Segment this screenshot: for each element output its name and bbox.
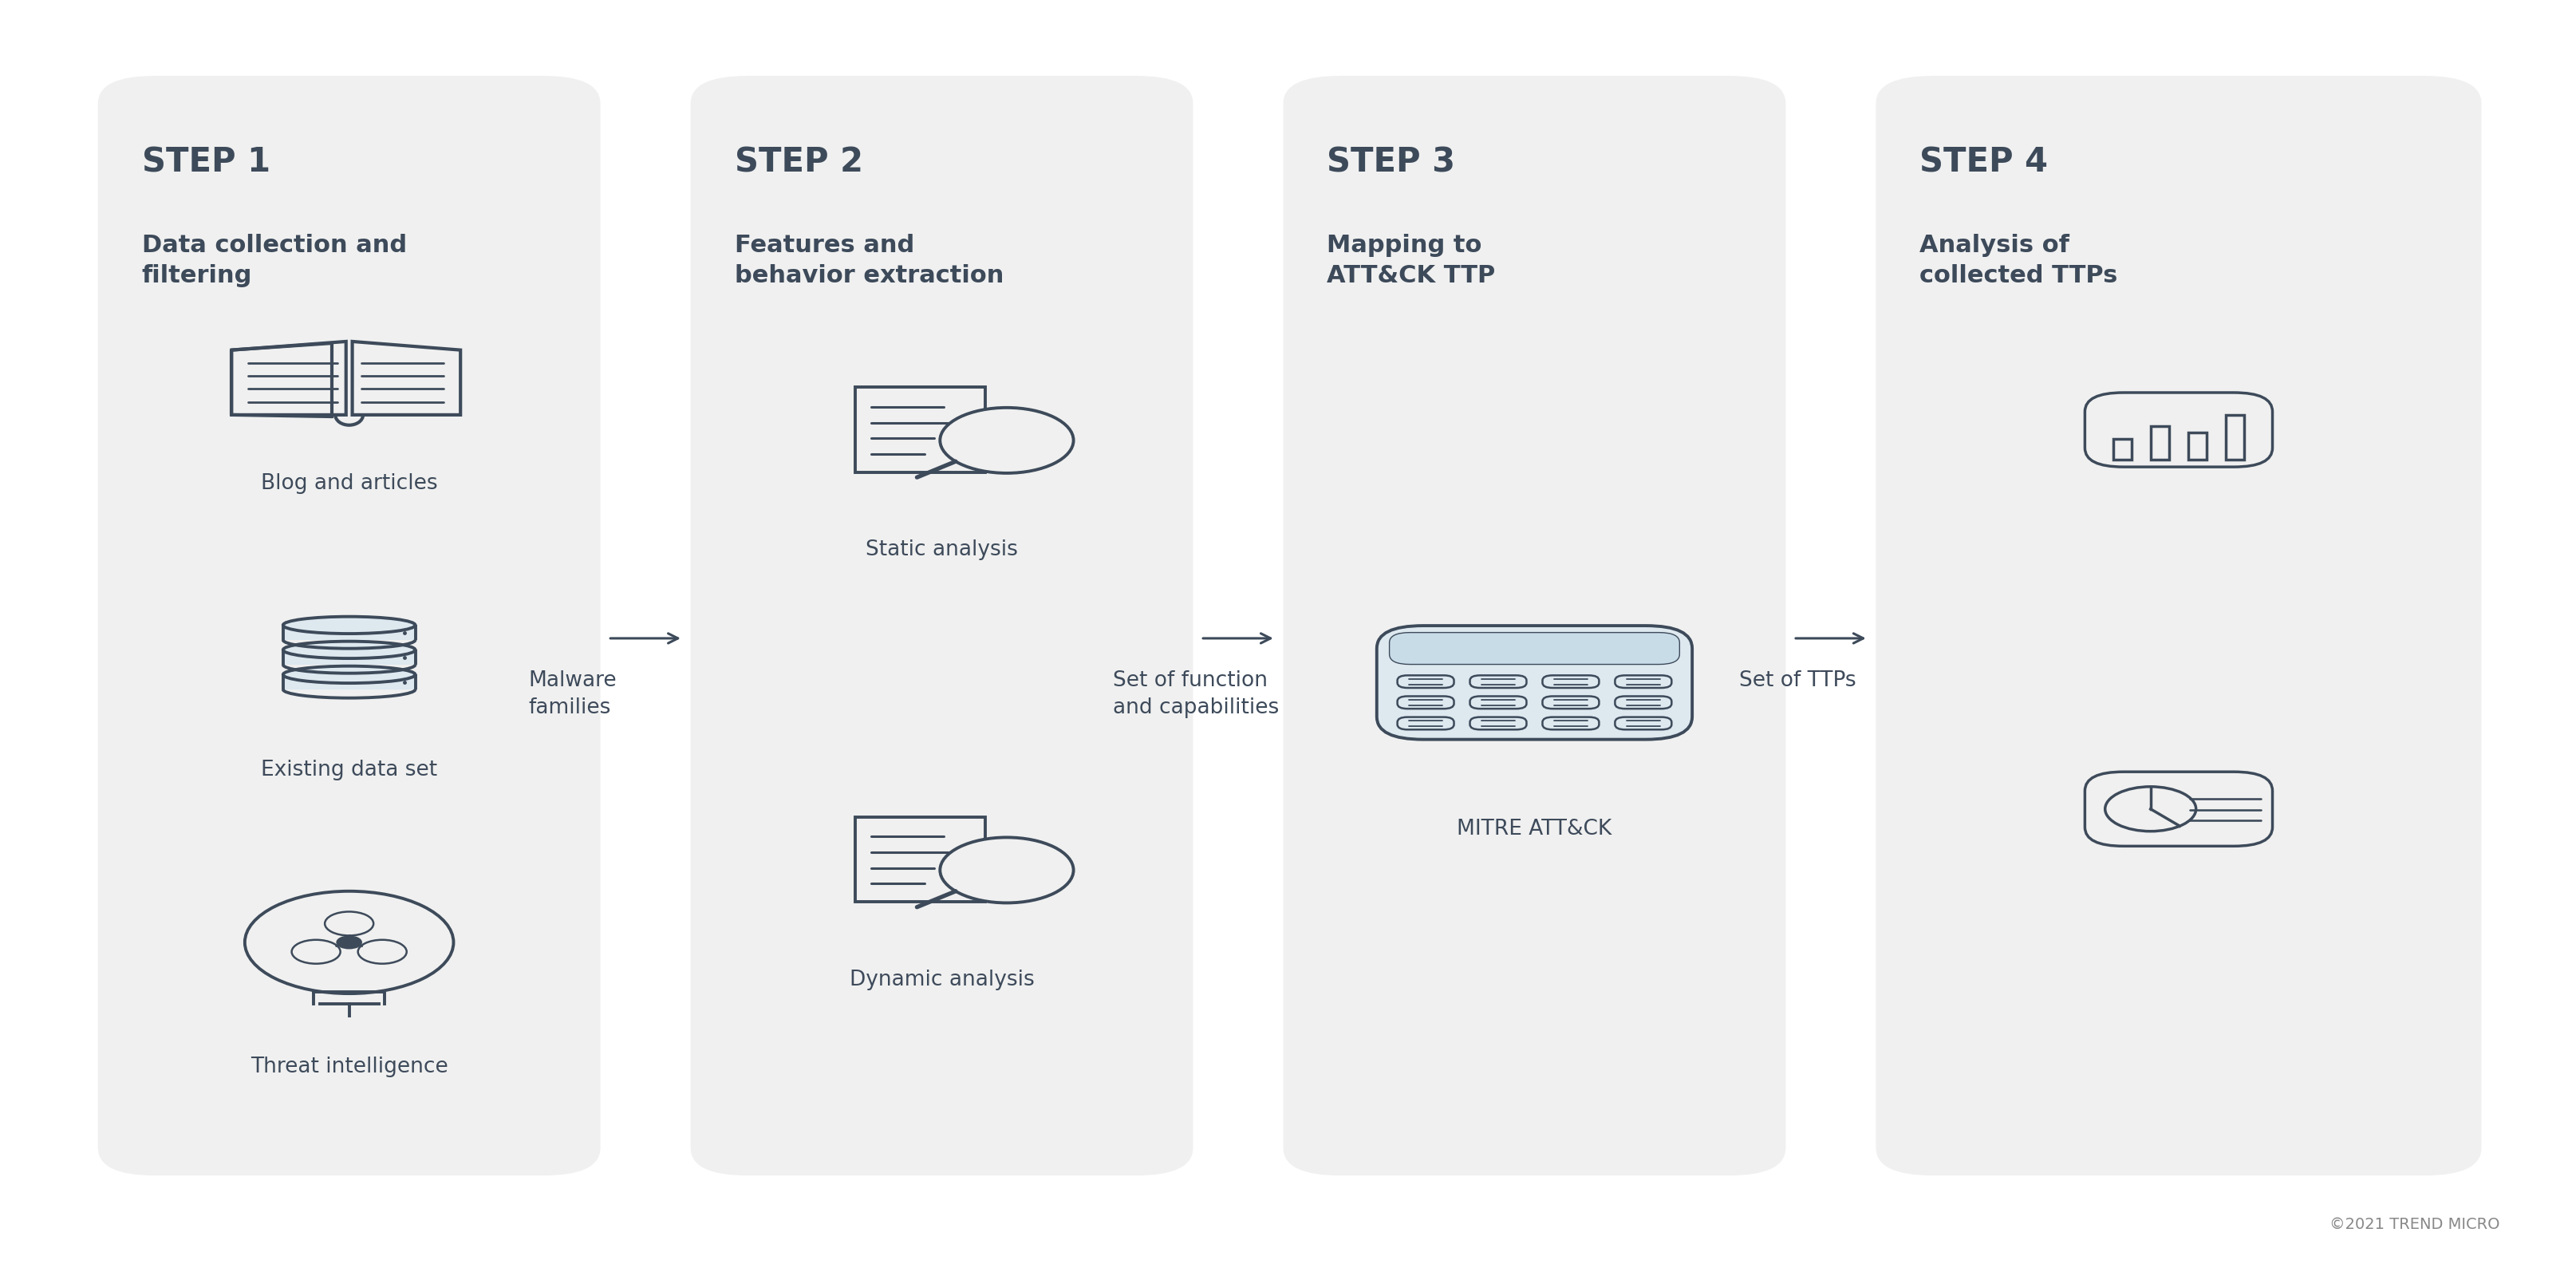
Bar [2151, 426, 2169, 460]
Bar [283, 650, 415, 665]
Bar [283, 626, 415, 640]
Text: Existing data set: Existing data set [260, 760, 438, 780]
FancyBboxPatch shape [1875, 76, 2481, 1176]
Text: Set of function
and capabilities: Set of function and capabilities [1113, 670, 1278, 718]
Bar [2226, 415, 2244, 460]
Circle shape [940, 407, 1074, 473]
Text: ©2021 TREND MICRO: ©2021 TREND MICRO [2329, 1217, 2499, 1232]
Ellipse shape [283, 641, 415, 659]
Text: Static analysis: Static analysis [866, 540, 1018, 560]
Text: MITRE ATT&CK: MITRE ATT&CK [1455, 819, 1613, 839]
Text: Features and
behavior extraction: Features and behavior extraction [734, 234, 1002, 287]
FancyBboxPatch shape [1376, 626, 1692, 739]
Ellipse shape [283, 666, 415, 683]
Text: STEP 4: STEP 4 [1919, 145, 2048, 179]
Bar [2187, 432, 2205, 460]
Text: Threat intelligence: Threat intelligence [250, 1057, 448, 1077]
Text: STEP 3: STEP 3 [1327, 145, 1455, 179]
Ellipse shape [283, 617, 415, 633]
FancyBboxPatch shape [1388, 632, 1680, 665]
Text: Mapping to
ATT&CK TTP: Mapping to ATT&CK TTP [1327, 234, 1494, 287]
Text: STEP 2: STEP 2 [734, 145, 863, 179]
Text: Set of TTPs: Set of TTPs [1739, 670, 1855, 690]
Text: Analysis of
collected TTPs: Analysis of collected TTPs [1919, 234, 2117, 287]
Circle shape [337, 937, 361, 948]
Text: Data collection and
filtering: Data collection and filtering [142, 234, 407, 287]
Text: STEP 1: STEP 1 [142, 145, 270, 179]
Bar [2112, 439, 2130, 460]
Text: Dynamic analysis: Dynamic analysis [850, 969, 1033, 990]
FancyBboxPatch shape [98, 76, 600, 1176]
Text: Blog and articles: Blog and articles [260, 473, 438, 494]
Text: Malware
families: Malware families [528, 670, 616, 718]
FancyBboxPatch shape [1283, 76, 1785, 1176]
FancyBboxPatch shape [690, 76, 1193, 1176]
Bar [283, 675, 415, 689]
Circle shape [940, 837, 1074, 902]
